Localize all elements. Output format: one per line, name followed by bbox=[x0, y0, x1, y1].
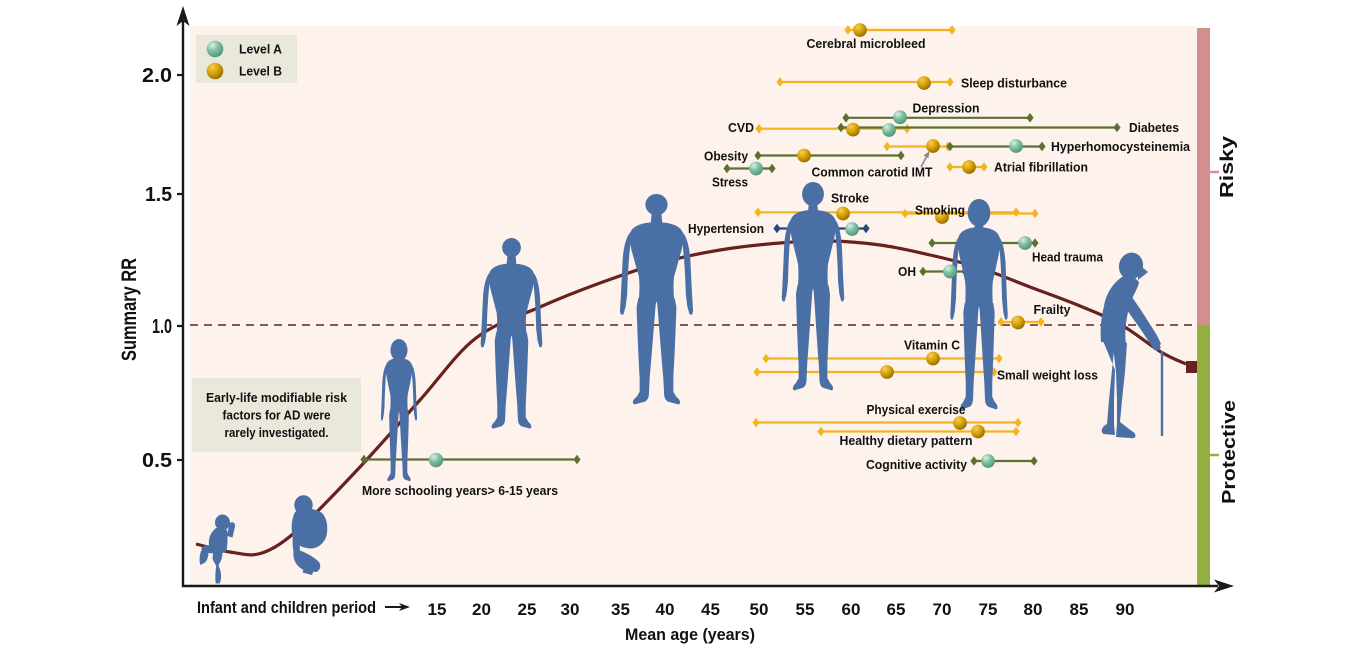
svg-text:Protective: Protective bbox=[1219, 400, 1239, 504]
svg-text:Common carotid IMT: Common carotid IMT bbox=[812, 166, 933, 180]
svg-text:Level A: Level A bbox=[239, 42, 283, 57]
svg-text:1.5: 1.5 bbox=[145, 184, 172, 206]
svg-text:60: 60 bbox=[842, 600, 861, 619]
svg-text:rarely investigated.: rarely investigated. bbox=[225, 425, 329, 440]
svg-text:Physical exercise: Physical exercise bbox=[867, 403, 966, 417]
svg-text:Risky: Risky bbox=[1217, 136, 1237, 198]
svg-text:50: 50 bbox=[750, 600, 769, 619]
svg-text:Obesity: Obesity bbox=[704, 150, 748, 164]
svg-text:1.0: 1.0 bbox=[152, 316, 172, 338]
svg-text:75: 75 bbox=[979, 600, 998, 619]
svg-text:OH: OH bbox=[898, 265, 916, 279]
svg-text:65: 65 bbox=[887, 600, 906, 619]
svg-text:15: 15 bbox=[428, 600, 447, 619]
svg-text:2.0: 2.0 bbox=[142, 65, 172, 87]
svg-text:Summary RR: Summary RR bbox=[118, 258, 141, 361]
svg-text:Head trauma: Head trauma bbox=[1032, 251, 1104, 265]
svg-text:Level B: Level B bbox=[239, 64, 282, 79]
svg-text:Healthy dietary pattern: Healthy dietary pattern bbox=[840, 434, 973, 448]
svg-text:0.5: 0.5 bbox=[142, 450, 172, 472]
svg-text:Sleep disturbance: Sleep disturbance bbox=[961, 77, 1067, 91]
svg-text:55: 55 bbox=[796, 600, 815, 619]
svg-text:Depression: Depression bbox=[913, 102, 980, 116]
svg-text:Vitamin C: Vitamin C bbox=[904, 339, 960, 353]
svg-text:Atrial fibrillation: Atrial fibrillation bbox=[994, 161, 1088, 175]
svg-text:45: 45 bbox=[701, 600, 720, 619]
svg-text:Mean age (years): Mean age (years) bbox=[625, 625, 755, 644]
svg-text:70: 70 bbox=[933, 600, 952, 619]
svg-text:Diabetes: Diabetes bbox=[1129, 121, 1179, 135]
svg-text:Cognitive activity: Cognitive activity bbox=[866, 458, 967, 472]
svg-text:Cerebral microbleed: Cerebral microbleed bbox=[807, 37, 926, 51]
svg-text:CVD: CVD bbox=[728, 121, 754, 135]
svg-text:40: 40 bbox=[656, 600, 675, 619]
svg-text:Smoking: Smoking bbox=[915, 204, 965, 218]
svg-text:Frailty: Frailty bbox=[1034, 303, 1071, 317]
svg-text:25: 25 bbox=[518, 600, 537, 619]
svg-text:Early-life modifiable risk: Early-life modifiable risk bbox=[206, 390, 348, 405]
svg-text:Stress: Stress bbox=[712, 176, 748, 190]
svg-text:90: 90 bbox=[1116, 600, 1135, 619]
svg-text:20: 20 bbox=[472, 600, 491, 619]
svg-text:factors for AD were: factors for AD were bbox=[223, 408, 331, 423]
svg-text:Infant and children period: Infant and children period bbox=[197, 598, 376, 617]
svg-text:Hypertension: Hypertension bbox=[688, 222, 764, 236]
svg-text:85: 85 bbox=[1070, 600, 1089, 619]
svg-text:Small weight loss: Small weight loss bbox=[997, 369, 1098, 383]
svg-text:30: 30 bbox=[561, 600, 580, 619]
svg-text:Stroke: Stroke bbox=[831, 192, 869, 206]
svg-text:Hyperhomocysteinemia: Hyperhomocysteinemia bbox=[1051, 140, 1191, 154]
svg-text:More schooling years> 6-15 yea: More schooling years> 6-15 years bbox=[362, 484, 558, 498]
svg-text:80: 80 bbox=[1024, 600, 1043, 619]
svg-text:35: 35 bbox=[611, 600, 630, 619]
